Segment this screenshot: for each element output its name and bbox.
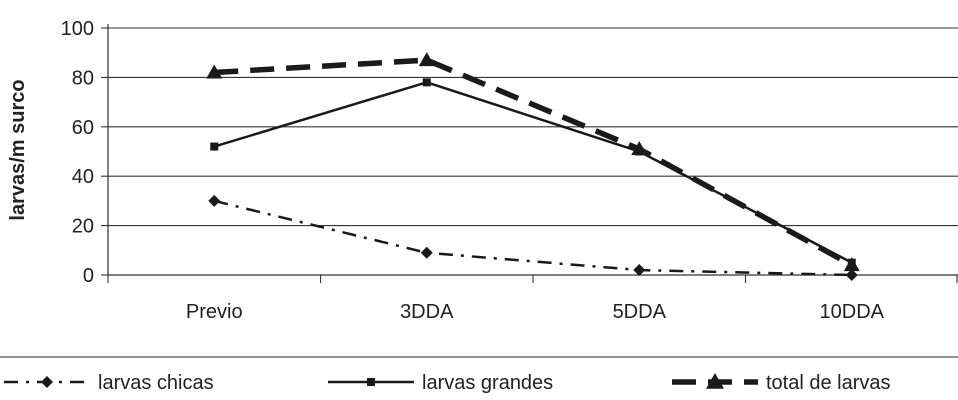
legend-label: total de larvas xyxy=(766,372,891,394)
x-tick-label: 3DDA xyxy=(400,301,454,323)
data-point xyxy=(422,78,431,87)
legend-item: total de larvas xyxy=(672,372,891,394)
data-point xyxy=(631,141,648,156)
series-lines xyxy=(213,57,854,277)
x-tick-label: Previo xyxy=(186,301,243,323)
data-point xyxy=(843,257,860,272)
legend-marker xyxy=(367,378,375,386)
series-line-0 xyxy=(213,199,852,277)
axes xyxy=(101,24,958,283)
y-tick-labels: 0 20 40 60 80 100 xyxy=(61,18,94,287)
series-line-2 xyxy=(214,57,854,268)
y-tick-label: 40 xyxy=(72,166,94,188)
legend-marker xyxy=(706,373,724,389)
data-point xyxy=(208,194,221,207)
series-line-1 xyxy=(213,81,853,264)
x-tick-labels: Previo 3DDA 5DDA 10DDA xyxy=(186,301,885,323)
data-point xyxy=(418,52,435,67)
y-tick-label: 100 xyxy=(61,18,94,40)
x-tick-label: 10DDA xyxy=(820,301,885,323)
data-point xyxy=(633,264,646,277)
y-tick-label: 20 xyxy=(72,216,94,238)
y-axis-label: larvas/m surco xyxy=(7,79,29,220)
y-tick-label: 60 xyxy=(72,117,94,139)
gridlines xyxy=(108,27,958,227)
data-point xyxy=(845,269,858,281)
legend: larvas chicas larvas grandes total de larv… xyxy=(4,372,891,394)
legend-item: larvas chicas xyxy=(4,372,214,394)
data-point xyxy=(206,64,223,79)
y-tick-label: 80 xyxy=(72,67,94,89)
data-point xyxy=(420,246,433,259)
legend-item: larvas grandes xyxy=(328,372,553,394)
y-tick-label: 0 xyxy=(83,265,94,287)
data-point xyxy=(210,142,219,151)
legend-label: larvas grandes xyxy=(422,372,553,394)
series-markers xyxy=(206,52,860,281)
legend-marker xyxy=(41,376,53,388)
legend-label: larvas chicas xyxy=(98,372,214,394)
x-tick-label: 5DDA xyxy=(613,301,667,323)
